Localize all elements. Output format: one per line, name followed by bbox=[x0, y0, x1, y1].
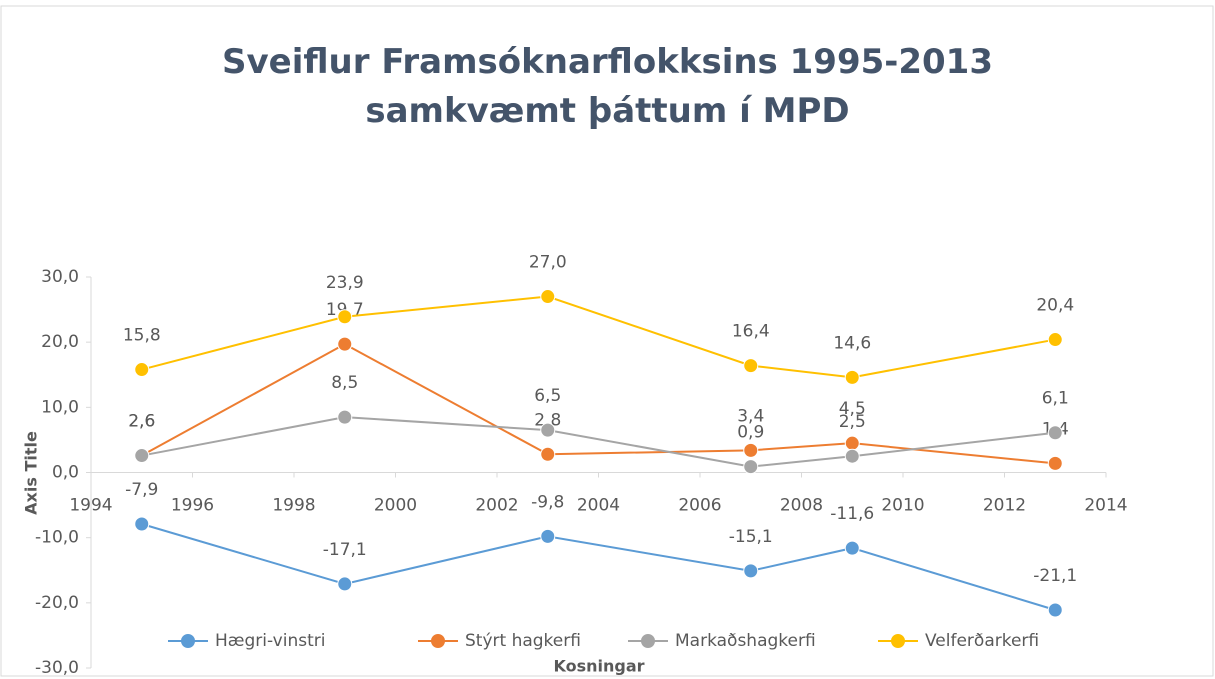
legend-label: Velferðarkerfi bbox=[925, 631, 1039, 651]
y-tick-label: -10,0 bbox=[35, 528, 79, 548]
x-tick-label: 2008 bbox=[780, 496, 823, 516]
point bbox=[743, 442, 759, 458]
data-label: 6,1 bbox=[1042, 389, 1069, 409]
data-label: -17,1 bbox=[323, 540, 367, 560]
point bbox=[743, 459, 759, 475]
x-tick-label: 2002 bbox=[475, 496, 518, 516]
x-tick-label: 1998 bbox=[272, 496, 315, 516]
point bbox=[1047, 602, 1063, 618]
point bbox=[337, 409, 353, 425]
legend-marker bbox=[431, 634, 445, 648]
point bbox=[337, 336, 353, 352]
legend-marker bbox=[641, 634, 655, 648]
x-tick-label: 2012 bbox=[983, 496, 1026, 516]
series-line bbox=[141, 416, 1056, 468]
data-label: 2,6 bbox=[128, 412, 155, 432]
x-tick-label: 1994 bbox=[69, 496, 112, 516]
point bbox=[1047, 425, 1063, 441]
y-tick-label: -20,0 bbox=[35, 593, 79, 613]
point bbox=[540, 446, 556, 462]
data-label: 2,5 bbox=[839, 412, 866, 432]
chart-title: Sveiflur Framsóknarflokksins 1995-2013 s… bbox=[221, 42, 993, 131]
legend-marker bbox=[891, 634, 905, 648]
data-label: 6,5 bbox=[534, 386, 561, 406]
data-label: -11,6 bbox=[830, 504, 874, 524]
point bbox=[134, 448, 150, 464]
point bbox=[844, 369, 860, 385]
data-label: 4,5 bbox=[839, 399, 866, 419]
y-tick-label: 0,0 bbox=[52, 463, 79, 483]
data-label: 14,6 bbox=[833, 333, 871, 353]
y-tick-label: 30,0 bbox=[41, 267, 79, 287]
legend-marker bbox=[181, 634, 195, 648]
point bbox=[1047, 455, 1063, 471]
point bbox=[844, 448, 860, 464]
point bbox=[134, 362, 150, 378]
legend-label: Stýrt hagkerfi bbox=[465, 631, 581, 651]
data-label: 15,8 bbox=[123, 326, 161, 346]
point bbox=[844, 435, 860, 451]
legend-label: Hægri-vinstri bbox=[215, 631, 325, 651]
point bbox=[540, 289, 556, 305]
point bbox=[337, 576, 353, 592]
legend-label: Markaðshagkerfi bbox=[675, 631, 816, 651]
point bbox=[844, 540, 860, 556]
y-tick-label: 20,0 bbox=[41, 332, 79, 352]
point bbox=[540, 528, 556, 544]
point bbox=[743, 358, 759, 374]
x-axis-title: Kosningar bbox=[553, 657, 644, 676]
series-line bbox=[141, 295, 1056, 379]
series-line bbox=[141, 523, 1056, 611]
point bbox=[1047, 332, 1063, 348]
data-label: -7,9 bbox=[125, 480, 158, 500]
data-label: 2,8 bbox=[534, 410, 561, 430]
x-tick-label: 2014 bbox=[1084, 496, 1127, 516]
x-tick-label: 1996 bbox=[171, 496, 214, 516]
x-tick-label: 2004 bbox=[577, 496, 620, 516]
y-tick-label: -30,0 bbox=[35, 658, 79, 678]
y-tick-label: 10,0 bbox=[41, 397, 79, 417]
data-label: -15,1 bbox=[729, 527, 773, 547]
x-tick-label: 2010 bbox=[881, 496, 924, 516]
x-tick-label: 2006 bbox=[678, 496, 721, 516]
data-label: 27,0 bbox=[529, 253, 567, 273]
data-label: 3,4 bbox=[737, 406, 764, 426]
point bbox=[134, 516, 150, 532]
data-label: -21,1 bbox=[1033, 566, 1077, 586]
data-label: 8,5 bbox=[331, 373, 358, 393]
data-label: 0,9 bbox=[737, 423, 764, 443]
x-tick-label: 2000 bbox=[374, 496, 417, 516]
data-label: 20,4 bbox=[1036, 296, 1074, 316]
y-axis-title: Axis Title bbox=[22, 431, 41, 515]
data-label: 16,4 bbox=[732, 322, 770, 342]
point bbox=[337, 309, 353, 325]
point bbox=[540, 422, 556, 438]
data-label: 2,6 bbox=[128, 412, 155, 432]
data-label: -9,8 bbox=[531, 492, 564, 512]
point bbox=[743, 563, 759, 579]
data-label: 23,9 bbox=[326, 273, 364, 293]
series-line bbox=[141, 342, 1056, 465]
chart-border bbox=[0, 5, 1214, 677]
